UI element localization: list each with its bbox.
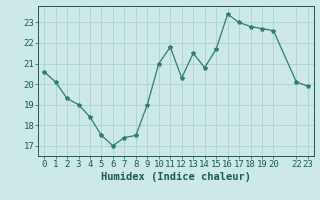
- X-axis label: Humidex (Indice chaleur): Humidex (Indice chaleur): [101, 172, 251, 182]
